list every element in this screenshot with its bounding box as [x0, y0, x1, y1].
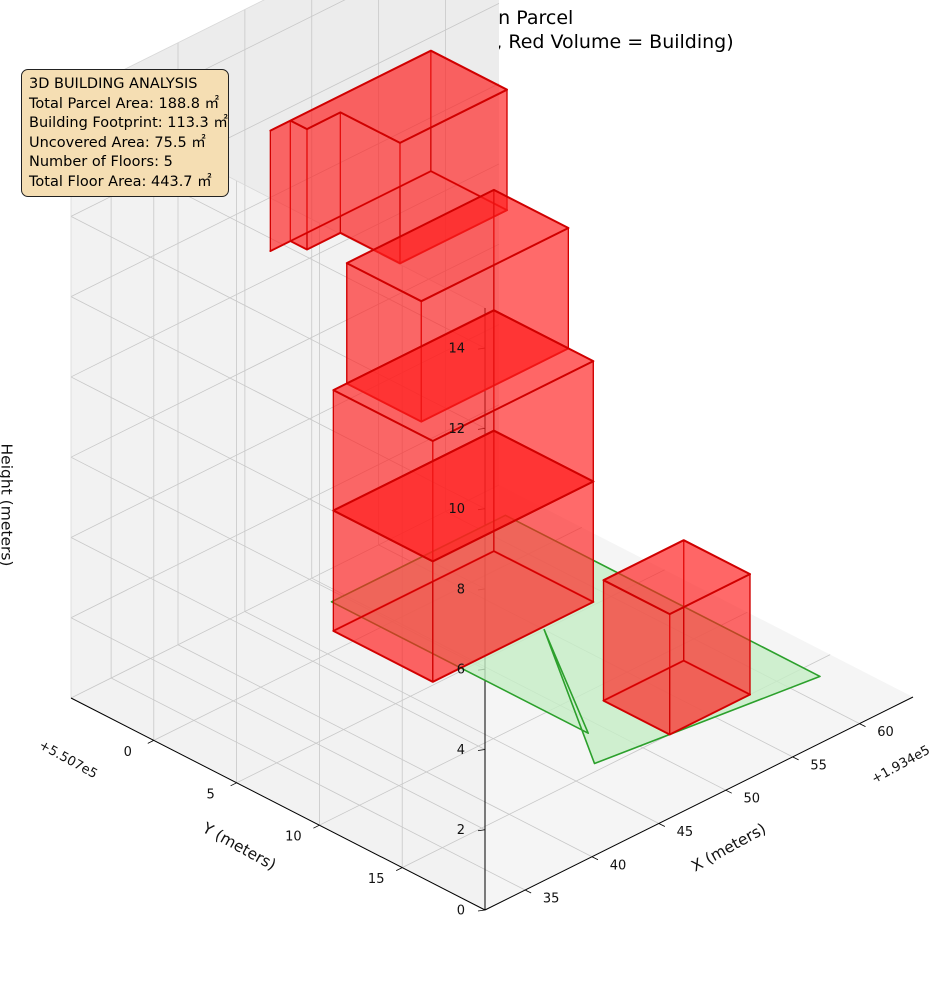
x-tick-mark — [591, 856, 599, 861]
x-tick-label: 50 — [743, 792, 760, 807]
x-tick-label: 55 — [810, 758, 827, 773]
y-offset-label: +5.507e5 — [36, 738, 100, 782]
z-tick-mark — [477, 749, 486, 751]
y-tick-label: 5 — [206, 787, 214, 802]
z-tick-label: 12 — [448, 422, 465, 437]
z-tick-label: 0 — [457, 904, 465, 919]
floor-3-top — [332, 309, 595, 442]
grid-z-right — [70, 324, 500, 538]
grid-z-right — [70, 404, 500, 619]
grid-z-right — [70, 83, 500, 298]
x-tick-mark — [524, 889, 532, 894]
floor-5-top — [269, 49, 508, 144]
y-tick-mark — [396, 867, 403, 871]
x-axis-line — [484, 696, 914, 911]
floor-1-top — [602, 539, 751, 616]
z-axis-title: Height (meters) — [0, 444, 16, 567]
y-tick-mark — [230, 782, 237, 787]
grid-z-right — [70, 243, 500, 458]
y-tick-label: 10 — [285, 830, 302, 845]
z-tick-label: 6 — [457, 663, 465, 678]
z-tick-label: 8 — [457, 582, 465, 597]
floor-2-top — [332, 429, 595, 563]
info-uncovered: Uncovered Area: 75.5 ㎡ — [29, 134, 206, 151]
y-tick-mark — [147, 740, 154, 744]
z-tick-label: 4 — [457, 743, 465, 758]
x-tick-mark — [658, 823, 666, 827]
z-tick-label: 14 — [448, 342, 465, 357]
grid-z-right — [70, 163, 500, 378]
grid-z-left — [70, 216, 486, 429]
x-tick-label: 60 — [877, 725, 894, 740]
y-axis-line — [70, 697, 486, 911]
info-footprint: Building Footprint: 113.3 ㎡ — [29, 115, 228, 131]
x-axis-title: X (meters) — [688, 820, 769, 876]
y-axis-title: Y (meters) — [199, 819, 280, 875]
back-pane-left — [71, 96, 485, 910]
z-tick-mark — [477, 508, 486, 511]
y-tick-label: 0 — [124, 745, 132, 760]
grid-x-floor — [177, 644, 593, 858]
x-tick-mark — [725, 789, 732, 794]
z-tick-mark — [477, 428, 486, 430]
x-tick-label: 40 — [610, 858, 627, 873]
info-parcel-area: Total Parcel Area: 188.8 ㎡ — [29, 95, 220, 112]
grid-z-left — [70, 537, 486, 750]
info-floor-area: Total Floor Area: 443.7 ㎡ — [29, 173, 212, 190]
analysis-info-box: 3D BUILDING ANALYSIS Total Parcel Area: … — [21, 69, 229, 197]
grid-x-floor — [110, 677, 526, 891]
y-tick-label: 15 — [368, 872, 385, 887]
z-tick-mark — [477, 347, 486, 350]
z-tick-mark — [477, 829, 486, 832]
x-tick-mark — [859, 723, 866, 727]
grid-z-right — [70, 484, 500, 699]
grid-z-left — [70, 617, 486, 831]
parcel-polygon — [330, 514, 821, 765]
grid-z-left — [70, 296, 486, 510]
info-floors: Number of Floors: 5 — [29, 154, 173, 170]
x-tick-mark — [792, 756, 799, 761]
z-tick-label: 10 — [448, 502, 465, 517]
x-tick-label: 35 — [543, 892, 560, 907]
chart-geometry — [269, 49, 821, 765]
pane-edge — [70, 0, 265, 97]
y-tick-mark — [313, 824, 320, 829]
z-tick-label: 2 — [457, 823, 465, 838]
x-tick-label: 45 — [677, 825, 694, 840]
grid-x-floor — [244, 611, 660, 824]
x-offset-label: +1.934e5 — [869, 743, 933, 787]
floor-4-top — [345, 188, 570, 303]
info-heading: 3D BUILDING ANALYSIS — [29, 76, 198, 92]
z-tick-mark — [477, 909, 486, 912]
